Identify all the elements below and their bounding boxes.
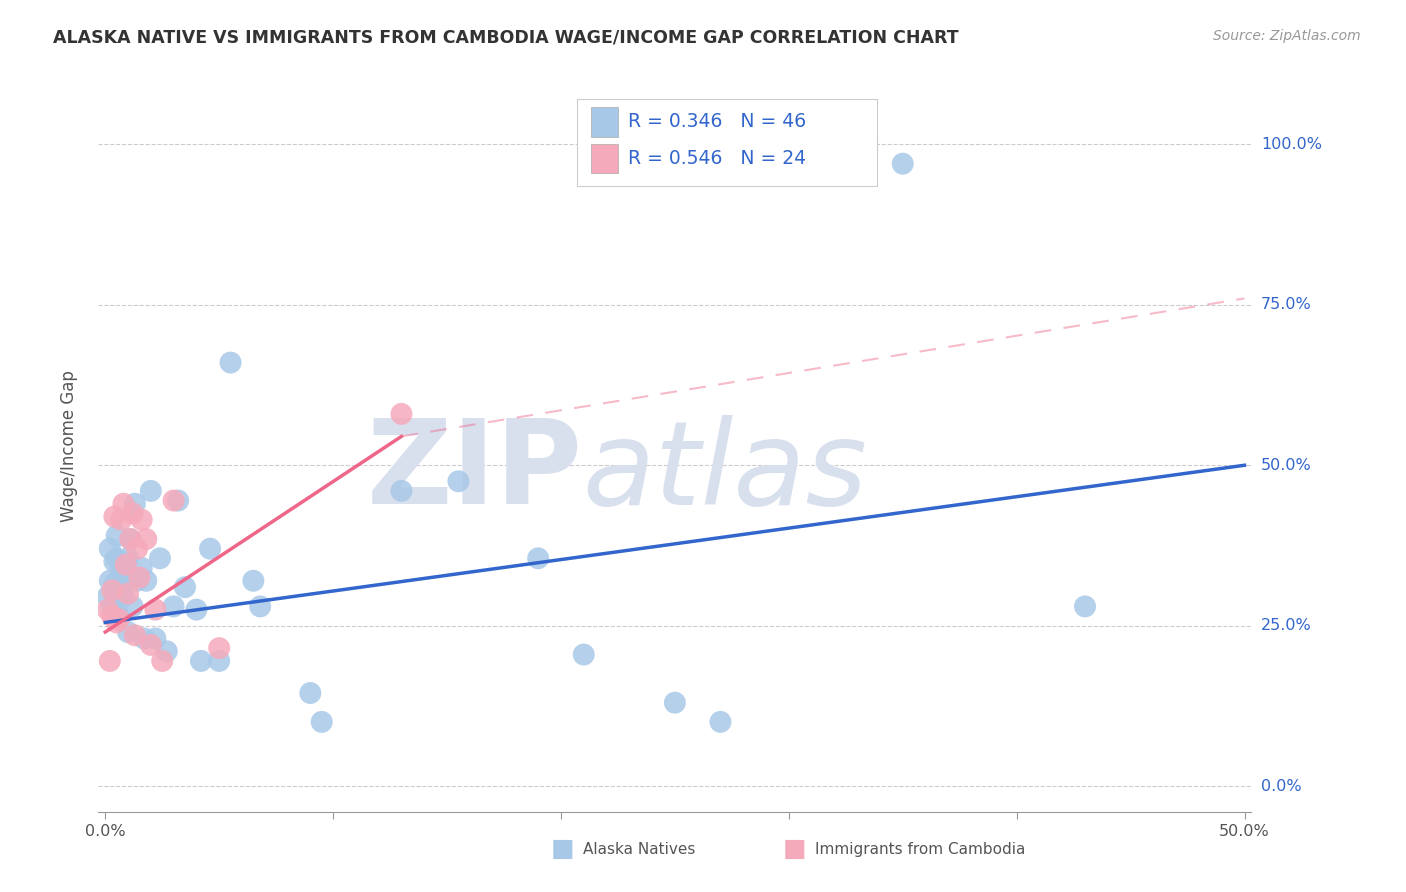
Point <box>132 632 155 646</box>
Point <box>117 551 139 566</box>
Point <box>219 355 242 369</box>
Point <box>114 567 136 582</box>
Point <box>208 641 231 656</box>
Point <box>117 625 139 640</box>
Point <box>124 497 146 511</box>
Point <box>167 493 190 508</box>
Point <box>174 580 197 594</box>
Point <box>114 558 136 572</box>
Text: ■: ■ <box>551 838 574 861</box>
Point <box>186 602 208 616</box>
Point <box>162 599 184 614</box>
Point <box>103 509 125 524</box>
Point <box>162 493 184 508</box>
Point <box>135 574 157 588</box>
Point <box>103 577 125 591</box>
Point <box>120 532 142 546</box>
Point <box>131 513 153 527</box>
Point <box>208 654 231 668</box>
Point <box>98 574 121 588</box>
Point <box>150 654 173 668</box>
Point <box>98 654 121 668</box>
Point <box>112 497 135 511</box>
Point <box>391 483 413 498</box>
Point <box>96 602 118 616</box>
Text: ■: ■ <box>783 838 806 861</box>
Point <box>110 564 132 578</box>
Point <box>145 602 167 616</box>
Point <box>391 407 413 421</box>
Point <box>135 532 157 546</box>
Text: 0.0%: 0.0% <box>1261 779 1302 794</box>
Point <box>121 507 143 521</box>
Text: ALASKA NATIVE VS IMMIGRANTS FROM CAMBODIA WAGE/INCOME GAP CORRELATION CHART: ALASKA NATIVE VS IMMIGRANTS FROM CAMBODI… <box>53 29 959 46</box>
Point <box>447 475 470 489</box>
Y-axis label: Wage/Income Gap: Wage/Income Gap <box>59 370 77 522</box>
Text: Source: ZipAtlas.com: Source: ZipAtlas.com <box>1213 29 1361 43</box>
Text: Immigrants from Cambodia: Immigrants from Cambodia <box>815 842 1026 856</box>
Point <box>311 714 333 729</box>
Point <box>120 532 142 546</box>
Point <box>139 483 162 498</box>
Point <box>101 609 124 624</box>
Point <box>709 714 731 729</box>
Point <box>145 632 167 646</box>
Point <box>139 638 162 652</box>
Point <box>242 574 264 588</box>
Point <box>110 583 132 598</box>
FancyBboxPatch shape <box>591 144 619 173</box>
Point <box>664 696 686 710</box>
Text: R = 0.346   N = 46: R = 0.346 N = 46 <box>627 112 806 131</box>
Point <box>124 628 146 642</box>
Point <box>101 599 124 614</box>
Text: atlas: atlas <box>582 415 868 529</box>
Text: 25.0%: 25.0% <box>1261 618 1312 633</box>
Point <box>891 157 914 171</box>
Point <box>131 561 153 575</box>
Text: 75.0%: 75.0% <box>1261 297 1312 312</box>
Point <box>127 541 149 556</box>
Point <box>156 644 179 658</box>
Text: 100.0%: 100.0% <box>1261 137 1322 152</box>
Point <box>299 686 322 700</box>
Point <box>98 541 121 556</box>
FancyBboxPatch shape <box>591 107 619 136</box>
Point <box>105 551 128 566</box>
Point <box>190 654 212 668</box>
Point <box>117 586 139 600</box>
Point <box>121 599 143 614</box>
Point <box>110 513 132 527</box>
Point <box>1074 599 1097 614</box>
Text: Alaska Natives: Alaska Natives <box>583 842 696 856</box>
Point <box>198 541 221 556</box>
Point <box>96 590 118 604</box>
Point <box>572 648 595 662</box>
Point <box>128 570 150 584</box>
Text: 50.0%: 50.0% <box>1261 458 1312 473</box>
Point <box>108 612 131 626</box>
Point <box>112 590 135 604</box>
Text: ZIP: ZIP <box>367 414 582 529</box>
Point <box>108 609 131 624</box>
Point <box>103 554 125 568</box>
Point <box>527 551 550 566</box>
Point <box>101 583 124 598</box>
Point <box>249 599 271 614</box>
FancyBboxPatch shape <box>576 99 877 186</box>
Point <box>127 574 149 588</box>
Point <box>105 529 128 543</box>
Point <box>149 551 172 566</box>
Point <box>105 615 128 630</box>
Text: R = 0.546   N = 24: R = 0.546 N = 24 <box>627 149 806 168</box>
